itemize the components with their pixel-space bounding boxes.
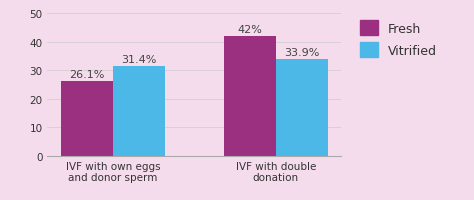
- Bar: [224, 37, 276, 156]
- Text: 26.1%: 26.1%: [69, 70, 104, 80]
- Legend: Fresh, Vitrified: Fresh, Vitrified: [356, 17, 440, 61]
- Bar: [61, 82, 113, 156]
- Bar: [113, 67, 165, 156]
- Text: 31.4%: 31.4%: [121, 55, 156, 65]
- Bar: [276, 60, 328, 156]
- Text: 33.9%: 33.9%: [284, 48, 319, 58]
- Text: 42%: 42%: [237, 25, 262, 35]
